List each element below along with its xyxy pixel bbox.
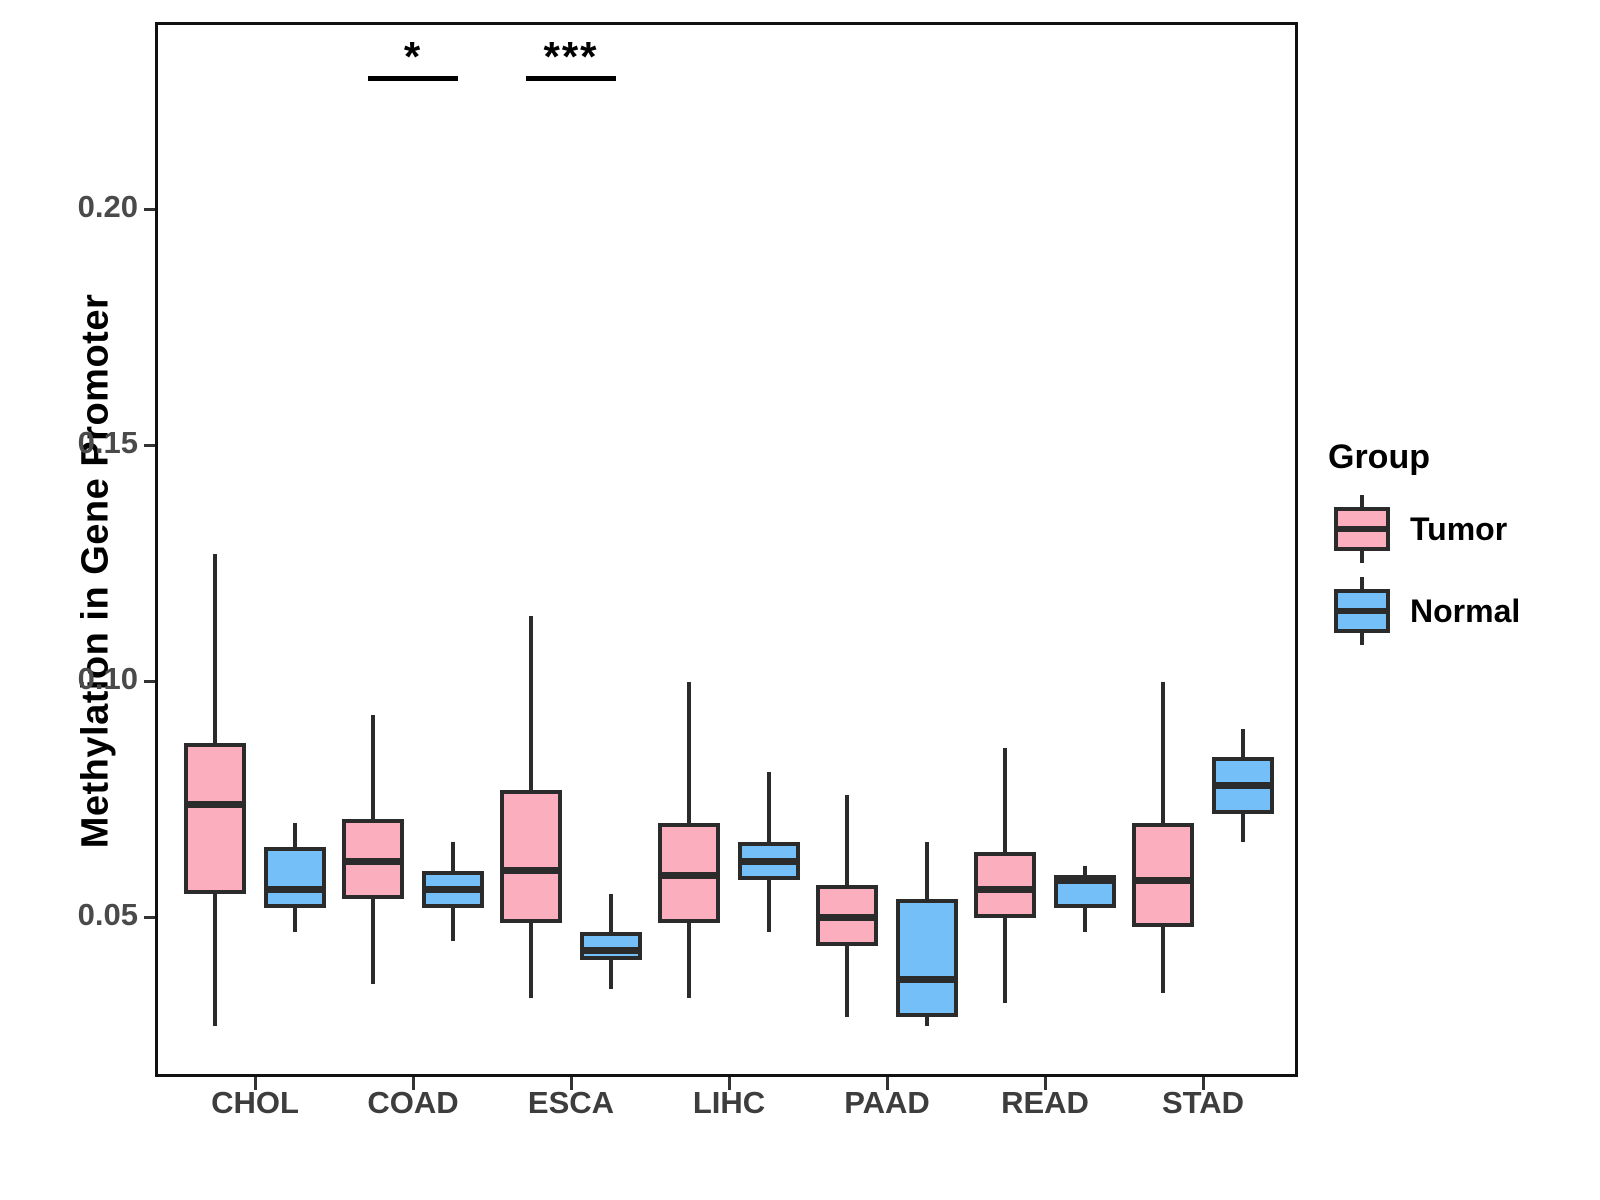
box-tumor-LIHC bbox=[658, 823, 720, 923]
y-axis-tick-mark bbox=[144, 208, 155, 212]
significance-bar-COAD bbox=[368, 76, 458, 81]
plot-panel: Methylation in Gene Promoter * *** bbox=[75, 22, 1298, 1090]
median-normal-LIHC bbox=[742, 857, 796, 865]
box-tumor-ESCA bbox=[500, 790, 562, 923]
median-tumor-LIHC bbox=[662, 871, 716, 879]
whisker-upper-tumor-COAD bbox=[371, 714, 375, 819]
legend-entries: Tumor Normal bbox=[1318, 495, 1588, 645]
median-tumor-READ bbox=[978, 885, 1032, 893]
key-median bbox=[1338, 608, 1386, 614]
whisker-upper-normal-COAD bbox=[451, 842, 455, 871]
whisker-lower-normal-ESCA bbox=[609, 960, 613, 989]
whisker-upper-tumor-LIHC bbox=[687, 681, 691, 824]
legend-title: Group bbox=[1328, 438, 1430, 476]
median-normal-COAD bbox=[426, 885, 480, 893]
box-tumor-STAD bbox=[1132, 823, 1194, 928]
whisker-lower-tumor-READ bbox=[1003, 917, 1007, 1003]
whisker-upper-tumor-PAAD bbox=[845, 795, 849, 885]
y-axis-tick-label: 0.05 bbox=[77, 896, 138, 932]
x-axis-label-ESCA: ESCA bbox=[527, 1085, 615, 1120]
box-tumor-READ bbox=[974, 851, 1036, 918]
whisker-lower-normal-PAAD bbox=[925, 1016, 929, 1027]
median-normal-READ bbox=[1058, 876, 1112, 884]
x-axis-tick-mark bbox=[885, 1077, 889, 1090]
whisker-lower-normal-CHOL bbox=[293, 908, 297, 932]
whisker-lower-tumor-LIHC bbox=[687, 922, 691, 999]
x-axis-tick-mark bbox=[569, 1077, 573, 1090]
whisker-upper-tumor-STAD bbox=[1161, 681, 1165, 824]
significance-label-COAD: * bbox=[403, 33, 423, 80]
legend: Group Tumor Normal bbox=[1318, 438, 1588, 659]
x-axis-label-COAD: COAD bbox=[367, 1085, 459, 1120]
median-normal-PAAD bbox=[900, 975, 954, 983]
y-axis-tick-mark bbox=[144, 680, 155, 684]
legend-entry-normal: Normal bbox=[1334, 577, 1588, 645]
box-normal-COAD bbox=[422, 870, 484, 909]
median-normal-STAD bbox=[1216, 782, 1270, 790]
whisker-lower-normal-LIHC bbox=[767, 880, 771, 932]
legend-label-tumor: Tumor bbox=[1410, 510, 1508, 547]
whisker-lower-tumor-STAD bbox=[1161, 927, 1165, 994]
median-normal-ESCA bbox=[584, 947, 638, 955]
whisker-upper-tumor-ESCA bbox=[529, 615, 533, 791]
x-axis-label-CHOL: CHOL bbox=[211, 1085, 299, 1120]
legend-label-normal: Normal bbox=[1410, 592, 1521, 629]
whisker-upper-normal-ESCA bbox=[609, 894, 613, 932]
legend-entry-tumor: Tumor bbox=[1334, 495, 1588, 563]
median-tumor-COAD bbox=[346, 857, 400, 865]
whisker-upper-normal-CHOL bbox=[293, 823, 297, 848]
y-axis-tick-mark bbox=[144, 444, 155, 448]
box-tumor-CHOL bbox=[184, 743, 246, 895]
box-normal-STAD bbox=[1212, 757, 1274, 814]
box-normal-READ bbox=[1054, 875, 1116, 909]
key-median bbox=[1338, 526, 1386, 532]
x-axis-label-READ: READ bbox=[1001, 1085, 1089, 1120]
significance-bar-ESCA bbox=[526, 76, 616, 81]
box-normal-CHOL bbox=[264, 847, 326, 909]
median-tumor-ESCA bbox=[504, 867, 558, 875]
y-axis-tick-label: 0.10 bbox=[77, 660, 138, 696]
whisker-lower-normal-STAD bbox=[1241, 813, 1245, 843]
y-axis-tick-mark bbox=[144, 916, 155, 920]
median-tumor-STAD bbox=[1136, 876, 1190, 884]
box-normal-LIHC bbox=[738, 842, 800, 881]
box-normal-ESCA bbox=[580, 931, 642, 961]
median-tumor-PAAD bbox=[820, 914, 874, 922]
whisker-upper-normal-STAD bbox=[1241, 729, 1245, 758]
y-axis-tick-label: 0.20 bbox=[77, 188, 138, 224]
median-tumor-CHOL bbox=[188, 801, 242, 809]
whisker-lower-tumor-CHOL bbox=[213, 894, 217, 1027]
box-tumor-PAAD bbox=[816, 884, 878, 947]
whisker-lower-tumor-ESCA bbox=[529, 922, 533, 999]
whisker-upper-tumor-CHOL bbox=[213, 554, 217, 744]
whisker-lower-normal-COAD bbox=[451, 908, 455, 942]
median-normal-CHOL bbox=[268, 885, 322, 893]
whisker-upper-tumor-READ bbox=[1003, 747, 1007, 852]
whisker-lower-normal-READ bbox=[1083, 908, 1087, 932]
box-tumor-COAD bbox=[342, 818, 404, 899]
y-axis-title: Methylation in Gene Promoter bbox=[74, 293, 117, 849]
whisker-upper-normal-LIHC bbox=[767, 771, 771, 843]
boxplot-key-icon bbox=[1334, 495, 1390, 563]
key-box bbox=[1334, 589, 1390, 633]
x-axis-label-STAD: STAD bbox=[1161, 1085, 1245, 1120]
significance-label-ESCA: *** bbox=[543, 33, 599, 80]
whisker-lower-tumor-COAD bbox=[371, 898, 375, 984]
boxplot-key-icon bbox=[1334, 577, 1390, 645]
x-axis-label-LIHC: LIHC bbox=[692, 1085, 766, 1120]
x-axis-tick-mark bbox=[727, 1077, 731, 1090]
y-axis-tick-label: 0.15 bbox=[77, 424, 138, 460]
box-normal-PAAD bbox=[896, 898, 958, 1017]
x-axis-tick-mark bbox=[253, 1077, 257, 1090]
whisker-upper-normal-READ bbox=[1083, 865, 1087, 876]
key-box bbox=[1334, 507, 1390, 551]
x-axis-label-PAAD: PAAD bbox=[844, 1085, 930, 1120]
whisker-lower-tumor-PAAD bbox=[845, 946, 849, 1017]
x-axis-tick-mark bbox=[1043, 1077, 1047, 1090]
x-axis-tick-mark bbox=[411, 1077, 415, 1090]
x-axis-tick-mark bbox=[1201, 1077, 1205, 1090]
whisker-upper-normal-PAAD bbox=[925, 842, 929, 899]
